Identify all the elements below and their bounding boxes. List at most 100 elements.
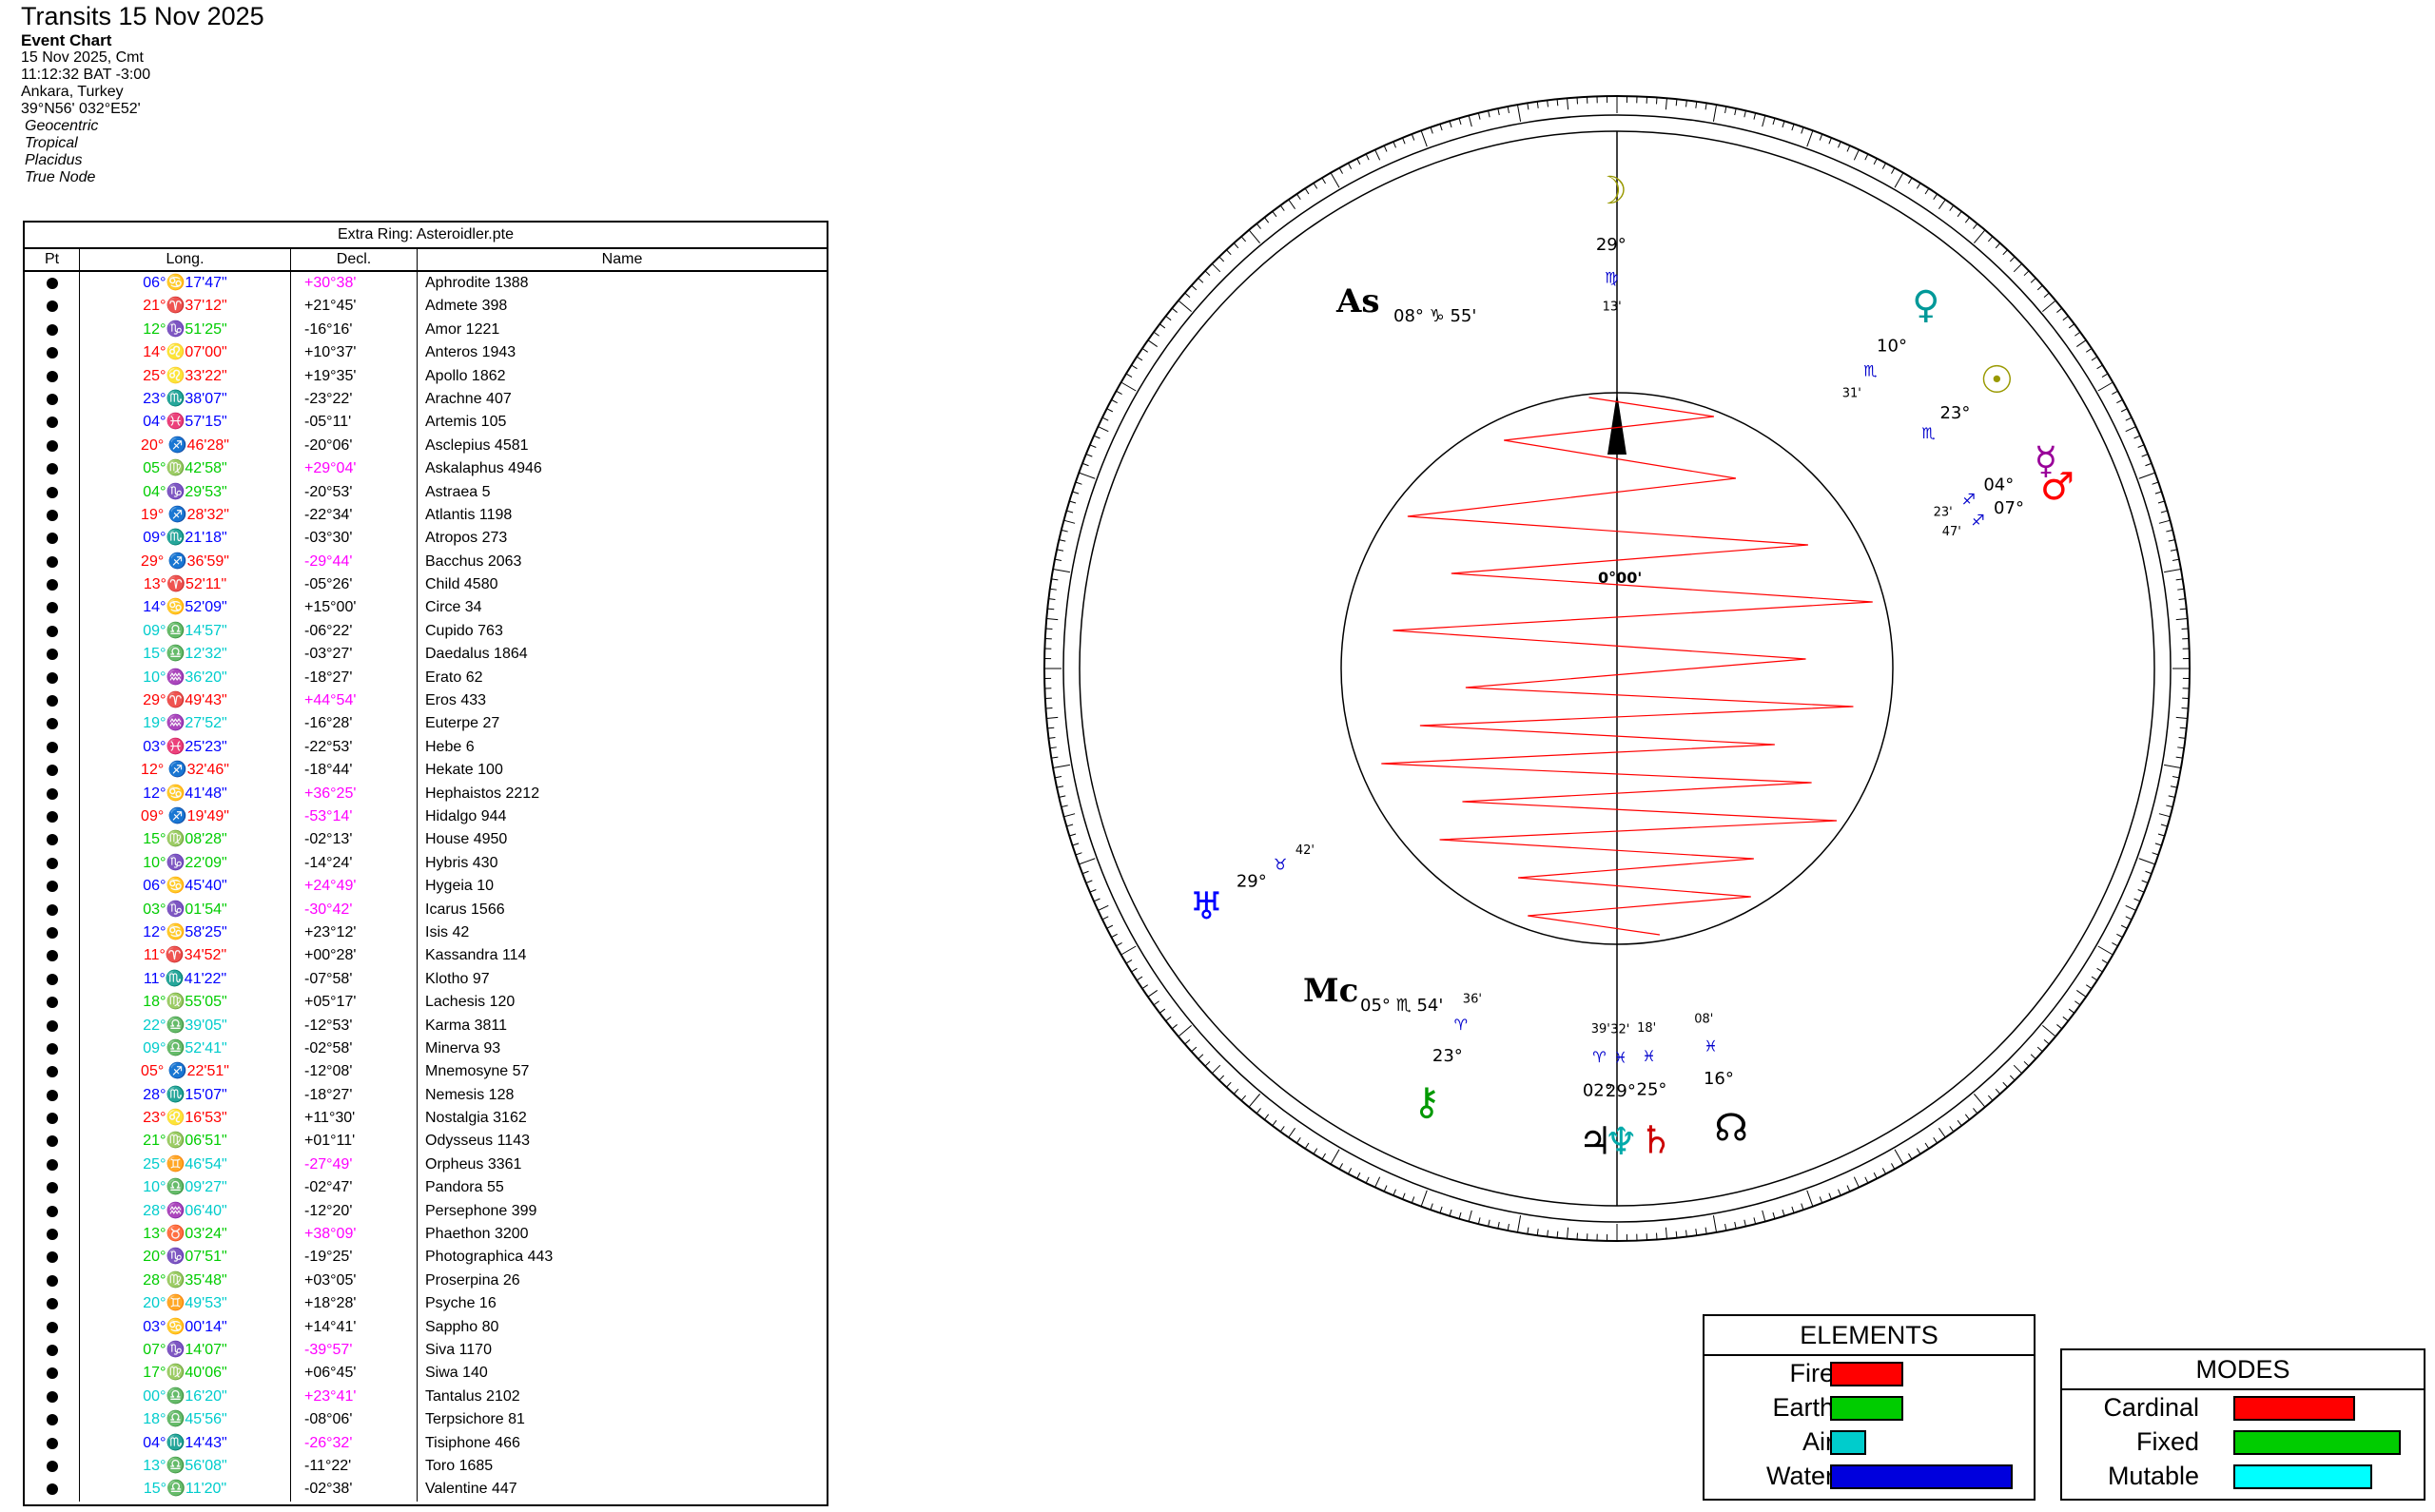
- longitude-cell: 11°♏41'22": [80, 967, 291, 992]
- degree-tick: [2141, 880, 2149, 883]
- longitude-cell: 10°♎09'27": [80, 1176, 291, 1200]
- table-row: 12° ♐32'46" -18°44' Hekate 100: [25, 759, 827, 783]
- asteroid-name-cell: Apollo 1862: [425, 367, 506, 384]
- asteroid-glyph-cell: [25, 898, 80, 921]
- planet-sign-icon: ♓: [1642, 1047, 1655, 1065]
- planet-minutes: 08': [1694, 1012, 1713, 1026]
- degree-tick: [1881, 163, 1887, 169]
- planet-sign-icon: ♐: [1962, 490, 1976, 508]
- planet-degree: 29°: [1596, 235, 1627, 255]
- table-row: 05° ♐22'51" -12°08' Mnemosyne 57: [25, 1060, 827, 1084]
- asteroid-glyph-cell: [25, 967, 80, 992]
- longitude-cell: 29°♈49'43": [80, 689, 291, 713]
- setting-node-type: True Node: [25, 169, 96, 185]
- declination-cell: -12°08': [291, 1060, 418, 1084]
- asteroid-glyph-cell: [25, 1223, 80, 1247]
- table-row: 12°♑51'25" -16°16' Amor 1221: [25, 318, 827, 342]
- degree-tick: [1393, 141, 1396, 148]
- asteroid-glyph-icon: [46, 323, 58, 336]
- degree-tick: [1430, 126, 1433, 134]
- degree-tick: [1957, 1119, 1962, 1127]
- table-header-row: Pt Long. Decl. Name: [25, 249, 827, 272]
- degree-tick: [1374, 1176, 1381, 1188]
- degree-tick: [1240, 236, 1247, 242]
- declination-cell: -11°22': [291, 1454, 418, 1479]
- elements-bar: [1830, 1362, 1903, 1386]
- table-row: 12°♋41'48" +36°25' Hephaistos 2212: [25, 782, 827, 805]
- degree-tick: [1072, 843, 1080, 846]
- asteroid-glyph-icon: [46, 1089, 58, 1101]
- table-row: 21°♍06'51" +01°11' Odysseus 1143: [25, 1130, 827, 1153]
- asteroid-glyph-icon: [46, 695, 58, 708]
- degree-tick: [1057, 785, 1064, 788]
- longitude-cell: 21°♍06'51": [80, 1130, 291, 1153]
- declination-cell: +05°17': [291, 991, 418, 1015]
- planet-degree: 25°: [1637, 1080, 1667, 1100]
- degree-tick: [1987, 1095, 1994, 1101]
- degree-tick: [1838, 141, 1841, 148]
- degree-tick: [1806, 1190, 1814, 1207]
- degree-tick: [2043, 1038, 2050, 1045]
- declination-cell: -20°06': [291, 434, 418, 458]
- asteroid-glyph-cell: [25, 1385, 80, 1409]
- degree-tick: [1516, 105, 1522, 122]
- planet-glyph-icon: ♀: [1912, 283, 1939, 327]
- degree-tick: [1704, 1227, 1707, 1234]
- degree-tick: [2009, 1075, 2016, 1081]
- degree-tick: [1791, 124, 1795, 131]
- degree-tick: [1695, 101, 1698, 108]
- longitude-cell: 04°♏14'43": [80, 1431, 291, 1455]
- degree-tick: [1153, 1000, 1159, 1006]
- degree-tick: [2116, 933, 2123, 939]
- declination-cell: -18°27': [291, 1083, 418, 1108]
- degree-tick: [2145, 462, 2153, 467]
- degree-tick: [1383, 1185, 1388, 1192]
- degree-tick: [2091, 976, 2098, 981]
- degree-tick: [2168, 795, 2175, 798]
- degree-tick: [1488, 1219, 1490, 1227]
- asteroid-name-cell: Atropos 273: [425, 530, 508, 547]
- asteroid-glyph-cell: [25, 1269, 80, 1293]
- asteroid-name-cell: Circe 34: [425, 599, 482, 616]
- elements-label: Fire: [1789, 1359, 1835, 1387]
- asteroid-glyph-cell: [25, 1315, 80, 1339]
- degree-tick: [2056, 1024, 2063, 1030]
- degree-tick: [1507, 106, 1510, 114]
- degree-tick: [1801, 126, 1804, 134]
- planet-degree: 23°: [1432, 1046, 1463, 1066]
- degree-tick: [1743, 1219, 1746, 1227]
- asteroid-glyph-icon: [46, 278, 58, 289]
- asteroid-glyph-cell: [25, 573, 80, 597]
- longitude-cell: 25°♊46'54": [80, 1153, 291, 1177]
- degree-tick: [1743, 110, 1746, 118]
- asteroid-glyph-cell: [25, 759, 80, 783]
- asteroid-glyph-icon: [46, 881, 58, 893]
- declination-cell: +01°11': [291, 1130, 418, 1153]
- degree-tick: [1313, 183, 1318, 189]
- asteroid-glyph-cell: [25, 503, 80, 528]
- table-row: 18°♍55'05" +05°17' Lachesis 120: [25, 991, 827, 1015]
- angle-degree: 08° ♑ 55': [1393, 306, 1476, 326]
- asteroid-glyph-icon: [46, 509, 58, 521]
- degree-tick: [1081, 870, 1089, 875]
- degree-tick: [1079, 472, 1096, 479]
- modes-row: Fixed: [2062, 1425, 2424, 1459]
- degree-tick: [1527, 103, 1529, 110]
- declination-cell: +11°30': [291, 1107, 418, 1131]
- asteroid-glyph-cell: [25, 1199, 80, 1224]
- degree-tick: [1218, 1075, 1225, 1081]
- asteroid-glyph-icon: [46, 533, 58, 545]
- asteroid-glyph-icon: [46, 1113, 58, 1125]
- degree-tick: [1974, 1094, 1986, 1108]
- declination-cell: +00°28': [291, 944, 418, 968]
- degree-tick: [1069, 500, 1077, 504]
- declination-cell: -07°58': [291, 967, 418, 992]
- degree-tick: [1263, 217, 1270, 223]
- degree-tick: [2170, 785, 2177, 788]
- degree-tick: [1098, 904, 1109, 911]
- planet-degree: 29°: [1237, 872, 1267, 892]
- degree-tick: [1101, 916, 1109, 921]
- longitude-cell: 05°♍42'58": [80, 457, 291, 481]
- degree-tick: [2141, 454, 2149, 457]
- longitude-cell: 17°♍40'06": [80, 1362, 291, 1386]
